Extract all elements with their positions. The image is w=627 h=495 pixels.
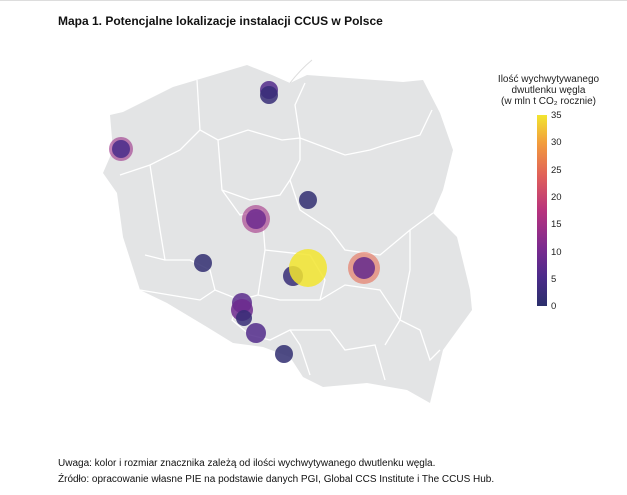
site-plock-marker[interactable] xyxy=(299,191,317,209)
colorbar-tick-label: 35 xyxy=(551,110,562,121)
site-gdansk-b-marker[interactable] xyxy=(260,86,278,104)
legend-title-line: dwutlenku węgla xyxy=(511,85,586,96)
colorbar-tick-label: 25 xyxy=(551,164,562,176)
site-wielkopolska-marker[interactable] xyxy=(194,254,212,272)
site-opole-c-marker[interactable] xyxy=(236,310,252,326)
divider xyxy=(0,0,627,1)
note-text: Uwaga: kolor i rozmiar znacznika zależą … xyxy=(58,458,436,469)
legend-title-line: Ilość wychwytywanego xyxy=(497,74,600,85)
site-kozienice-marker[interactable] xyxy=(353,257,375,279)
map-title: Mapa 1. Potencjalne lokalizacje instalac… xyxy=(58,14,383,28)
site-belchatow-marker[interactable] xyxy=(289,249,327,287)
legend-title-line: (w mln t CO₂ rocznie) xyxy=(500,96,596,107)
colorbar xyxy=(537,115,547,306)
colorbar-tick-label: 30 xyxy=(551,137,562,149)
legend-title: Ilość wychwytywanego dwutlenku węgla (w … xyxy=(470,74,627,107)
colorbar-tick-label: 5 xyxy=(551,273,557,285)
site-silesia-marker[interactable] xyxy=(246,323,266,343)
site-bielsko-marker[interactable] xyxy=(275,345,293,363)
colorbar-tick-label: 15 xyxy=(551,219,562,231)
gulf-coast xyxy=(289,59,313,84)
poland-outline xyxy=(103,65,472,403)
colorbar-tick-label: 0 xyxy=(551,301,557,313)
site-markers xyxy=(109,81,380,363)
site-konin-marker[interactable] xyxy=(246,209,266,229)
colorbar-tick-label: 20 xyxy=(551,191,562,203)
colorbar-tick-label: 10 xyxy=(551,246,562,258)
site-szczecin-marker[interactable] xyxy=(112,140,130,158)
source-text: Źródło: opracowanie własne PIE na podsta… xyxy=(58,474,495,485)
